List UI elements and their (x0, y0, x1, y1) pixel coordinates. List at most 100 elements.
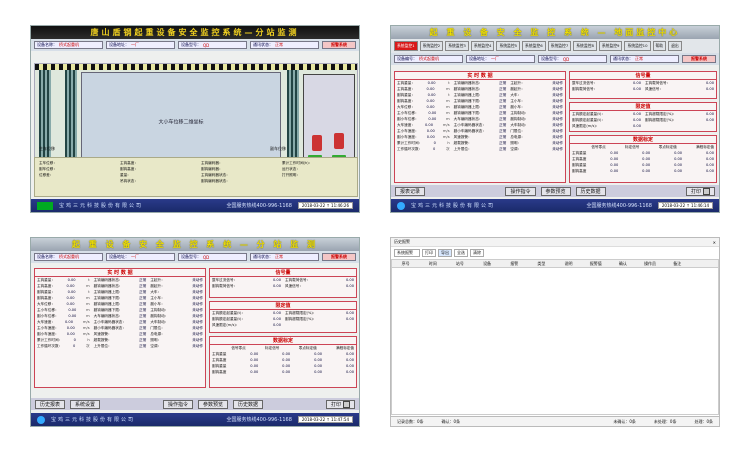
calibration-cell[interactable]: 0.00 (642, 169, 651, 173)
calibration-cell[interactable]: 0.00 (282, 352, 291, 356)
data-row-b: 主小车编码器状态： 正常 (452, 122, 509, 128)
select-all-button[interactable]: 全选 (454, 249, 468, 257)
alarm-system-button[interactable]: 报警系统 (682, 55, 716, 63)
row-status: 正常 (139, 301, 147, 306)
column-header[interactable]: 设备 (483, 260, 492, 266)
row-unit: m (86, 302, 90, 306)
tab-station-7[interactable]: 系统监控7 (547, 41, 572, 51)
system-settings-button[interactable]: 系统设置 (70, 399, 101, 409)
history-button[interactable]: 历史数据 (233, 399, 264, 409)
history-button[interactable]: 历史数据 (575, 186, 606, 196)
calibration-cell[interactable]: 0.00 (345, 364, 354, 368)
alarm-system-button[interactable]: 报警系统 (322, 41, 356, 49)
calibration-cell[interactable]: 0.00 (345, 370, 354, 374)
tab-station-4[interactable]: 系统监控4 (470, 41, 495, 51)
readout-panel: 主车位移： 副车位移： 位移差： 主钩高度： 副钩高度： 重量： 吊钩状态： 主… (34, 157, 358, 197)
calibration-cell[interactable]: 0.00 (705, 151, 714, 155)
export-button[interactable]: 导出 (438, 249, 452, 257)
calibration-row: 副钩重量 0.00 0.00 0.00 0.00 (210, 363, 356, 369)
help-button[interactable]: 帮助 (652, 41, 667, 51)
row-unit: m/s (443, 129, 450, 133)
data-row-a: 主钩重量： 0.00 t (35, 277, 92, 283)
calibration-cell[interactable]: 0.00 (705, 163, 714, 167)
calibration-cell[interactable]: 0.00 (314, 352, 323, 356)
exit-button[interactable]: 退出 (668, 41, 682, 51)
column-header[interactable]: 站号 (455, 260, 464, 266)
data-row-a: 工作循环次数： 0 次 (395, 146, 452, 152)
column-header[interactable]: 报警值 (589, 260, 602, 266)
row-value: 0.00 (426, 129, 435, 133)
calibration-cell[interactable]: 0.00 (642, 157, 651, 161)
calibration-cell[interactable]: 0.00 (314, 364, 323, 368)
print-button[interactable]: 打印 (686, 186, 716, 196)
tab-station-8[interactable]: 系统监控8 (573, 41, 597, 51)
history-report-button[interactable]: 历史报表 (35, 399, 66, 409)
row-status: 正常 (139, 277, 147, 282)
param-preview-button[interactable]: 参数预览 (198, 399, 229, 409)
tab-station-2[interactable]: 系统监控2 (419, 41, 444, 51)
column-header[interactable]: 类型 (537, 260, 546, 266)
command-button[interactable]: 操作指令 (162, 399, 193, 409)
status-total: 记录总数：0条 (397, 418, 424, 424)
row-label: 工作循环次数： (37, 343, 63, 348)
calibration-cell[interactable]: 0.00 (642, 151, 651, 155)
column-header[interactable]: 操作员 (644, 260, 657, 266)
calibration-cell[interactable]: 0.00 (314, 370, 323, 374)
column-header[interactable]: 备注 (673, 260, 682, 266)
print-button[interactable]: 打印 (325, 399, 355, 409)
tab-station-3[interactable]: 系统监控3 (445, 41, 469, 51)
calibration-cell[interactable]: 0.00 (250, 352, 259, 356)
crane-visual-area: 大小车位移二维坐标 主车位移 副车位移 (34, 63, 358, 181)
tab-station-1[interactable]: 系统监控1 (394, 41, 418, 51)
calibration-cell[interactable]: 0.00 (345, 352, 354, 356)
calibration-cell[interactable]: 0.00 (610, 163, 619, 167)
row-label: 副钩额定起重量(t)： (212, 316, 245, 321)
column-header[interactable]: 报警 (510, 260, 519, 266)
close-icon[interactable]: ✕ (712, 239, 716, 245)
readout-col-4: 累计工作时间(h)： 运行状态： 打开照明： (280, 160, 355, 194)
row-value: 0.00 (272, 278, 281, 282)
tab-station-9[interactable]: 系统监控9 (598, 41, 623, 51)
calibration-cell[interactable]: 0.00 (250, 364, 259, 368)
calibration-cell[interactable]: 0.00 (345, 358, 354, 362)
calibration-cell[interactable]: 0.00 (705, 157, 714, 161)
calibration-cell[interactable]: 0.00 (642, 163, 651, 167)
calibration-cell[interactable]: 0.00 (610, 169, 619, 173)
calibration-cell[interactable]: 0.00 (610, 151, 619, 155)
row-value: 0.00 (632, 118, 641, 122)
calibration-cell[interactable]: 0.00 (674, 169, 683, 173)
data-row-c: 主小车： 未动作 (508, 98, 565, 104)
calibration-cell[interactable]: 0.00 (674, 157, 683, 161)
column-header[interactable]: 时间 (428, 260, 437, 266)
calibration-cell[interactable]: 0.00 (610, 157, 619, 161)
row-label: 副钩高度： (37, 295, 55, 300)
calibration-cell[interactable]: 0.00 (314, 358, 323, 362)
tab-station-6[interactable]: 系统监控6 (522, 41, 546, 51)
column-header[interactable]: 序号 (401, 260, 410, 266)
calibration-cell[interactable]: 0.00 (250, 370, 259, 374)
data-row-b: 副钩编码器状态： 正常 (452, 86, 509, 92)
alarm-system-button[interactable]: 报警系统 (322, 253, 356, 261)
alarm-type-select[interactable]: 系统报警 (394, 249, 420, 257)
calibration-cell[interactable]: 0.00 (674, 163, 683, 167)
report-button[interactable]: 报表记录 (395, 186, 426, 196)
param-preview-button[interactable]: 参数预览 (540, 186, 571, 196)
command-button[interactable]: 操作指令 (505, 186, 536, 196)
calibration-cell[interactable]: 0.00 (282, 370, 291, 374)
column-header[interactable]: 说明 (564, 260, 573, 266)
calibration-cell[interactable]: 0.00 (282, 364, 291, 368)
status-unconfirmed: 未确认：0条 (613, 418, 636, 424)
print-button[interactable]: 打印 (422, 249, 436, 257)
row-label: 空调： (150, 343, 162, 348)
calibration-cell[interactable]: 0.00 (250, 358, 259, 362)
calibration-cell[interactable]: 0.00 (674, 151, 683, 155)
row-unit: h (87, 338, 90, 342)
calibration-cell[interactable]: 0.00 (282, 358, 291, 362)
tab-station-5[interactable]: 系统监控5 (496, 41, 521, 51)
clear-button[interactable]: 清除 (470, 249, 484, 257)
calibration-cell[interactable]: 0.00 (705, 169, 714, 173)
tab-station-10[interactable]: 系统监控10 (624, 41, 651, 51)
column-header[interactable]: 确认 (618, 260, 627, 266)
row-label: 主钩编码器状态： (453, 80, 483, 85)
readout-row: 累计工作时间(h)： (282, 160, 313, 165)
